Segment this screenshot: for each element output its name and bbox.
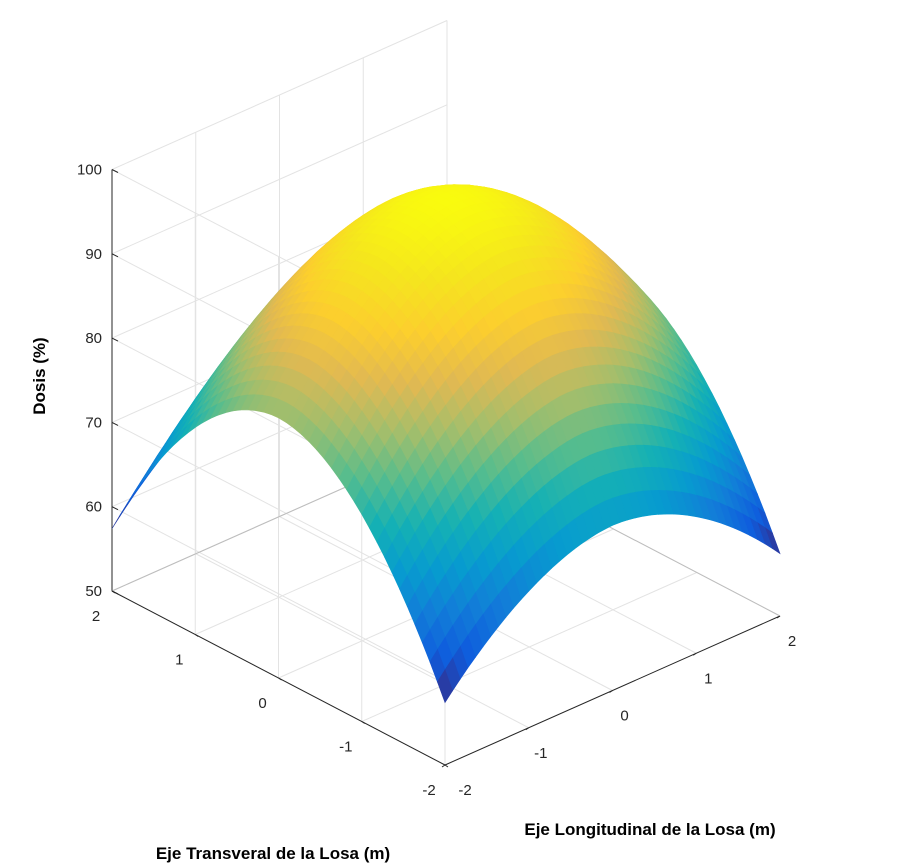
back-wall-grid-horizontal (111, 104, 448, 255)
x-axis-label: Eje Longitudinal de la Losa (m) (524, 820, 775, 839)
tick-labels: -2 -1 0 1 2 -2 -1 0 1 2 50 60 70 80 90 100 (77, 162, 796, 800)
y-tick-mark (278, 677, 282, 681)
z-tick-mark (111, 169, 119, 173)
left-wall-grid-horizontal (111, 506, 446, 682)
x-tick-label: 2 (788, 633, 796, 650)
back-wall-grid-horizontal (111, 20, 448, 170)
z-tick-label: 80 (85, 330, 102, 347)
y-tick-label: -2 (422, 782, 435, 799)
y-axis-label: Eje Transveral de la Losa (m) (156, 844, 390, 863)
x-tick-mark (609, 690, 613, 693)
x-tick-label: 0 (620, 708, 628, 725)
y-tick-mark (444, 764, 449, 768)
x-tick-label: -1 (534, 745, 547, 762)
z-tick-mark (111, 506, 119, 511)
z-tick-label: 50 (85, 583, 102, 600)
y-tick-mark (194, 634, 199, 637)
z-tick-mark (111, 253, 119, 258)
y-tick-label: -1 (339, 739, 352, 756)
y-tick-mark (361, 721, 366, 724)
dose-surface (111, 184, 781, 704)
y-tick-label: 1 (175, 652, 183, 669)
z-tick-label: 90 (85, 246, 102, 263)
surface-patch (437, 669, 453, 704)
y-tick-label: 2 (92, 608, 100, 625)
z-tick-mark (111, 590, 119, 595)
z-tick-label: 70 (85, 414, 102, 431)
x-tick-label: -2 (458, 782, 471, 799)
x-tick-mark (441, 764, 446, 768)
z-tick-label: 60 (85, 499, 102, 516)
z-tick-mark (111, 421, 119, 426)
x-tick-mark (692, 652, 697, 656)
x-tick-label: 1 (704, 670, 712, 687)
y-tick-label: 0 (258, 695, 266, 712)
x-tick-mark (776, 615, 781, 619)
z-tick-label: 100 (77, 162, 102, 179)
z-axis-label: Dosis (%) (30, 337, 49, 414)
x-tick-mark (525, 727, 530, 731)
z-tick-mark (111, 337, 119, 342)
